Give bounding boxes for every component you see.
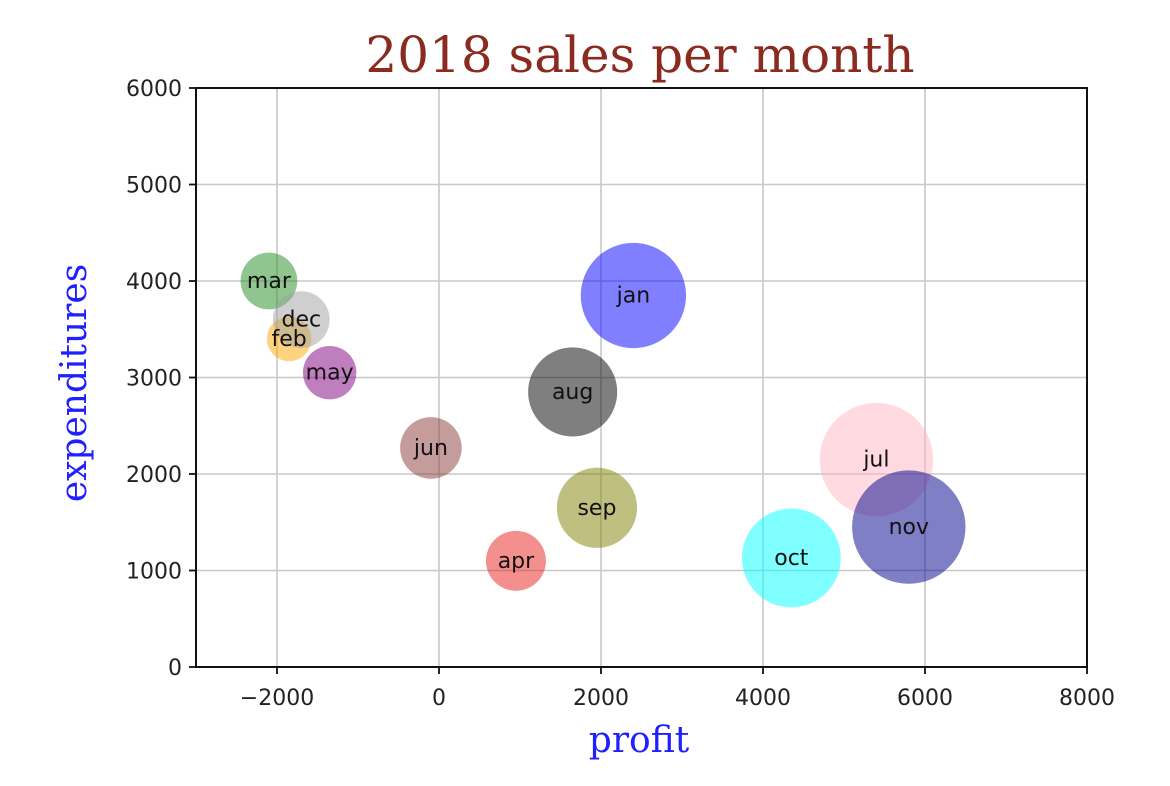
x-tick-label: −2000 <box>240 686 314 711</box>
bubble-label-dec: dec <box>281 308 321 333</box>
bubble-nov <box>852 470 966 584</box>
bubble-label-feb: feb <box>272 327 307 352</box>
chart-title: 2018 sales per month <box>365 26 914 84</box>
bubble-jun <box>400 417 462 479</box>
bubble-label-sep: sep <box>577 496 616 521</box>
bubble-label-nov: nov <box>889 515 929 540</box>
x-tick-label: 6000 <box>897 686 953 711</box>
axis-ticks: −2000 0 2000 4000 6000 8000 0 1000 2000 3000 4000 5… <box>126 77 1115 711</box>
bubble-label-aug: aug <box>552 380 593 405</box>
bubble-label-apr: apr <box>498 549 535 574</box>
bubble-jan <box>580 242 687 349</box>
y-tick-label: 1000 <box>126 560 182 585</box>
bubble-label-jun: jun <box>413 436 448 461</box>
bubble-sep <box>556 467 638 548</box>
bubbles <box>240 242 966 608</box>
bubble-aug <box>528 347 618 437</box>
x-tick-label: 2000 <box>573 686 629 711</box>
y-tick-label: 4000 <box>126 270 182 295</box>
x-tick-label: 8000 <box>1059 686 1115 711</box>
y-tick-label: 3000 <box>126 367 182 392</box>
bubble-oct <box>741 508 841 608</box>
x-tick-label: 4000 <box>735 686 791 711</box>
y-tick-label: 5000 <box>126 174 182 199</box>
bubble-label-oct: oct <box>774 546 809 571</box>
x-tick-label: 0 <box>432 686 446 711</box>
y-tick-label: 0 <box>168 656 182 681</box>
y-axis-label: expenditures <box>54 264 95 502</box>
bubble-labels: jan feb mar apr may jun jul aug sep oct nov dec <box>247 269 929 574</box>
bubble-label-jul: jul <box>862 448 889 473</box>
bubble-mar <box>240 252 298 310</box>
bubble-label-may: may <box>306 361 354 386</box>
bubble-label-mar: mar <box>247 269 292 294</box>
bubble-apr <box>485 530 546 591</box>
y-tick-label: 6000 <box>126 77 182 102</box>
y-tick-label: 2000 <box>126 463 182 488</box>
bubble-label-jan: jan <box>616 283 651 308</box>
x-axis-label: profit <box>589 720 690 761</box>
bubble-dec <box>272 291 330 348</box>
bubble-may <box>302 345 357 400</box>
